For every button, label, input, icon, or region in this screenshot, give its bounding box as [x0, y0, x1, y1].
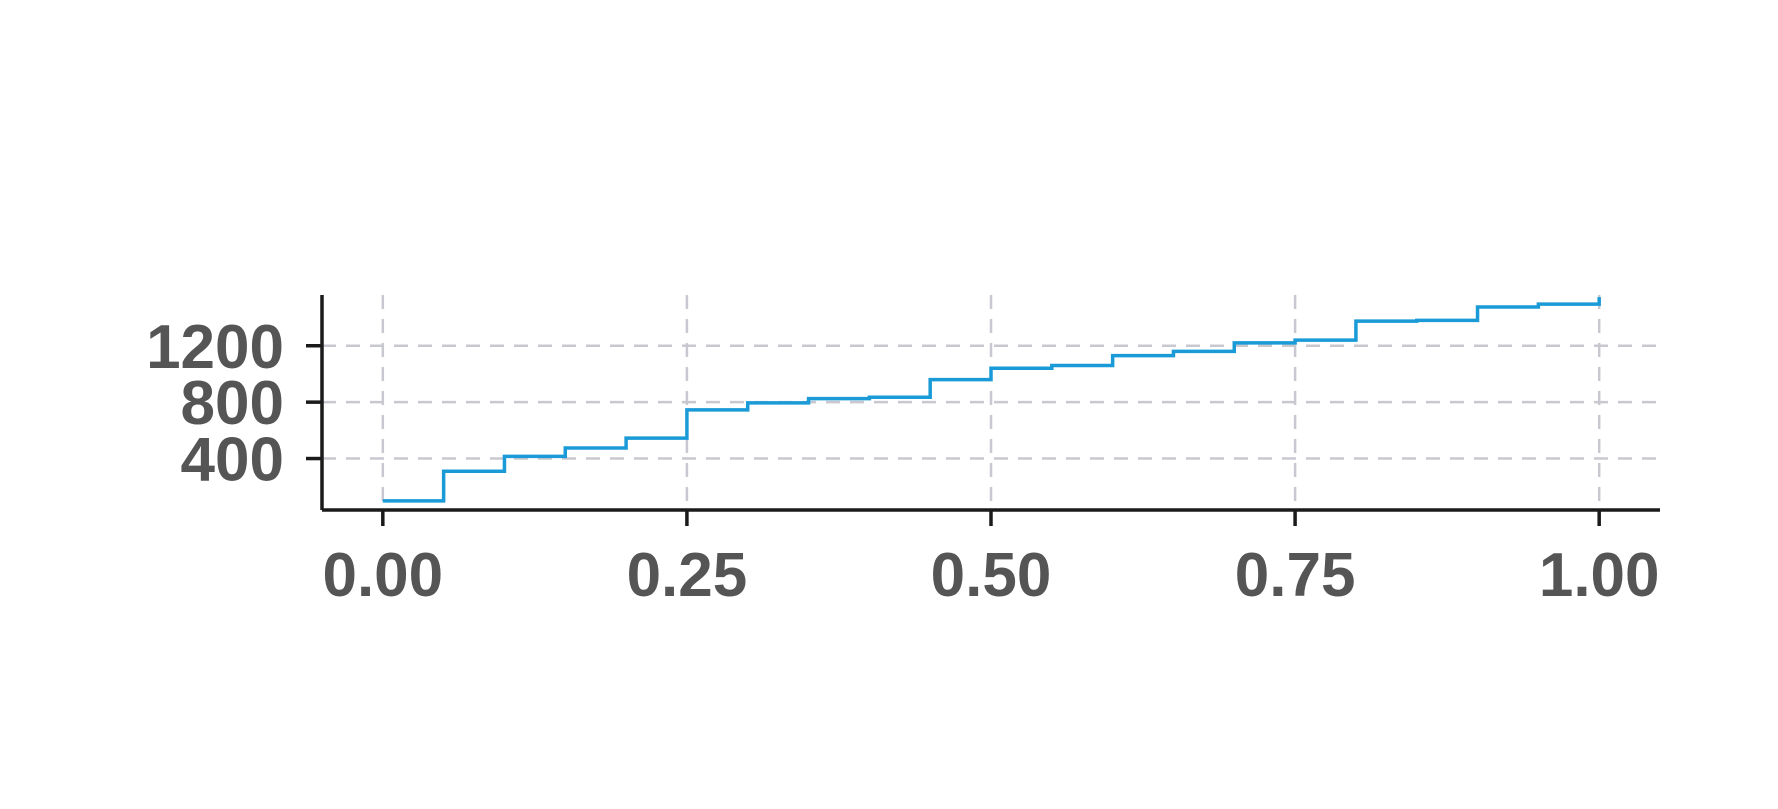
grid-lines: [322, 295, 1660, 510]
y-tick-label: 1200: [146, 313, 284, 382]
x-tick-label: 0.75: [1235, 541, 1356, 610]
series-step-line: [382, 297, 1601, 503]
x-tick-label: 0.25: [627, 541, 748, 610]
tick-marks: [306, 344, 1601, 526]
y-tick-label: 400: [181, 426, 284, 495]
x-tick-label: 0.50: [931, 541, 1052, 610]
y-tick-label: 800: [181, 369, 284, 438]
x-tick-label: 1.00: [1539, 541, 1660, 610]
x-tick-label: 0.00: [322, 541, 443, 610]
